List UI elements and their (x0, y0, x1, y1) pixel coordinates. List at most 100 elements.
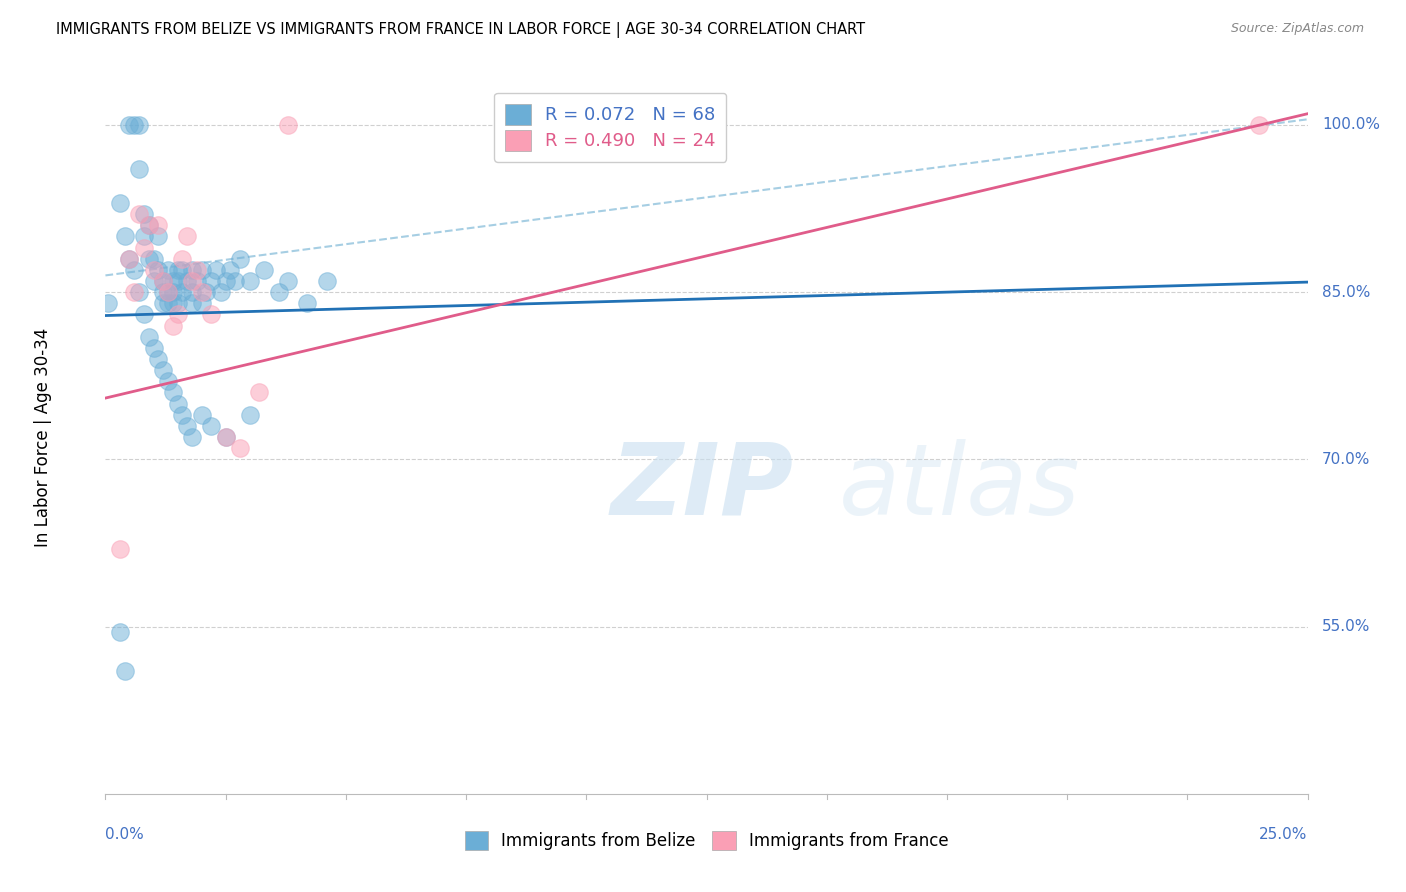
Point (166, 296, 188, 310)
Point (124, 118, 146, 132)
Point (128, 162, 150, 177)
Point (200, 307, 222, 322)
Text: atlas: atlas (839, 439, 1080, 535)
Point (156, 285, 179, 300)
Point (142, 341, 165, 355)
Point (181, 296, 204, 310)
Point (152, 363, 174, 377)
Point (118, 252, 141, 266)
Point (205, 263, 228, 277)
Point (181, 285, 204, 300)
Point (152, 274, 174, 288)
Text: 85.0%: 85.0% (1322, 285, 1371, 300)
Point (162, 318, 184, 333)
Point (108, 195, 131, 210)
Point (181, 263, 204, 277)
Point (108, 625, 131, 640)
Point (190, 408, 212, 422)
Point (118, 252, 141, 266)
Point (181, 274, 204, 288)
Point (152, 274, 174, 288)
Point (219, 263, 242, 277)
Point (267, 285, 290, 300)
Point (128, 285, 150, 300)
Point (229, 252, 252, 266)
Point (1249, 118, 1271, 132)
Point (162, 385, 184, 400)
Point (142, 252, 165, 266)
Point (162, 274, 184, 288)
Point (148, 351, 170, 366)
Point (172, 408, 194, 422)
Point (114, 664, 136, 679)
Point (132, 240, 155, 255)
Point (190, 296, 212, 310)
Point (148, 263, 170, 277)
Point (176, 274, 198, 288)
Point (142, 263, 165, 277)
Point (239, 408, 262, 422)
Point (172, 263, 194, 277)
Point (138, 329, 160, 343)
Point (152, 296, 174, 310)
Point (172, 252, 194, 266)
Point (229, 442, 252, 455)
Point (132, 207, 155, 221)
Point (142, 274, 165, 288)
Text: Source: ZipAtlas.com: Source: ZipAtlas.com (1230, 22, 1364, 36)
Point (186, 274, 208, 288)
Point (195, 285, 218, 300)
Text: In Labor Force | Age 30-34: In Labor Force | Age 30-34 (34, 327, 52, 547)
Legend: Immigrants from Belize, Immigrants from France: Immigrants from Belize, Immigrants from … (458, 824, 955, 857)
Point (114, 229, 136, 244)
Text: 25.0%: 25.0% (1260, 828, 1308, 842)
Point (118, 118, 141, 132)
Point (190, 285, 212, 300)
Text: 100.0%: 100.0% (1322, 118, 1381, 132)
Point (172, 285, 194, 300)
Point (315, 274, 337, 288)
Point (108, 541, 131, 556)
Point (166, 307, 188, 322)
Point (277, 118, 299, 132)
Point (156, 285, 179, 300)
Point (239, 274, 262, 288)
Point (214, 430, 236, 444)
Point (148, 229, 170, 244)
Point (176, 229, 198, 244)
Point (138, 218, 160, 232)
Point (297, 296, 319, 310)
Point (128, 207, 150, 221)
Point (124, 263, 146, 277)
Text: 55.0%: 55.0% (1322, 619, 1371, 634)
Point (132, 229, 155, 244)
Point (253, 263, 276, 277)
Point (224, 274, 246, 288)
Point (152, 285, 174, 300)
Point (166, 274, 188, 288)
Point (247, 385, 270, 400)
Point (277, 274, 299, 288)
Point (162, 285, 184, 300)
Point (200, 419, 222, 434)
Point (162, 296, 184, 310)
Point (214, 430, 236, 444)
Point (214, 274, 236, 288)
Point (132, 307, 155, 322)
Text: IMMIGRANTS FROM BELIZE VS IMMIGRANTS FROM FRANCE IN LABOR FORCE | AGE 30-34 CORR: IMMIGRANTS FROM BELIZE VS IMMIGRANTS FRO… (56, 22, 865, 38)
Point (148, 218, 170, 232)
Point (181, 430, 204, 444)
Point (156, 263, 179, 277)
Text: 70.0%: 70.0% (1322, 452, 1371, 467)
Text: ZIP: ZIP (610, 439, 793, 535)
Point (156, 374, 179, 388)
Point (186, 263, 208, 277)
Point (97, 296, 120, 310)
Point (138, 218, 160, 232)
Point (176, 419, 198, 434)
Point (166, 396, 188, 410)
Point (128, 118, 150, 132)
Text: 0.0%: 0.0% (105, 828, 145, 842)
Point (200, 274, 222, 288)
Point (209, 285, 232, 300)
